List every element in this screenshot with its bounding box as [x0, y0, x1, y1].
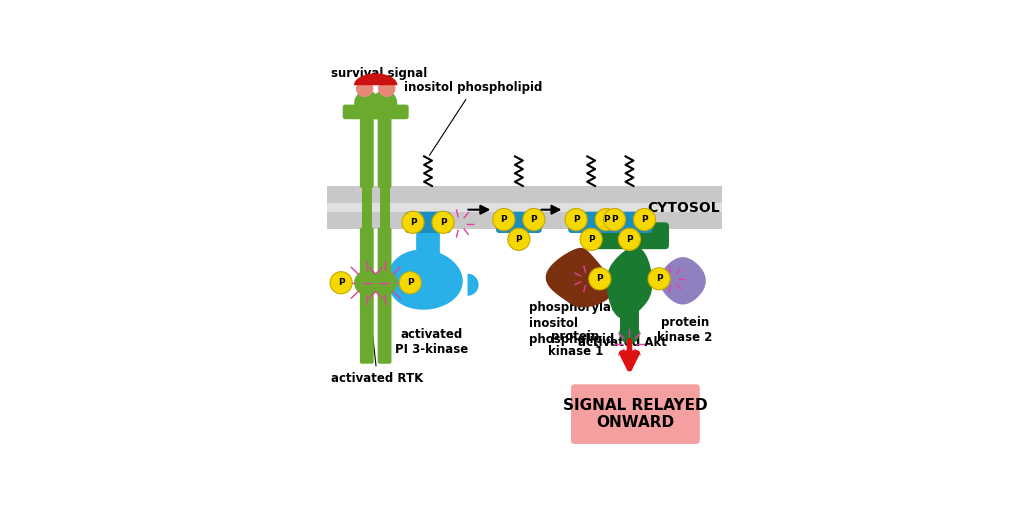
Polygon shape: [387, 250, 463, 310]
Text: activated
PI 3-kinase: activated PI 3-kinase: [395, 328, 469, 356]
Text: P: P: [641, 215, 648, 224]
Circle shape: [565, 208, 587, 231]
Polygon shape: [606, 247, 652, 319]
FancyBboxPatch shape: [496, 212, 542, 233]
Circle shape: [372, 270, 397, 295]
Circle shape: [354, 90, 380, 115]
Polygon shape: [546, 248, 613, 307]
Text: P: P: [572, 215, 580, 224]
Circle shape: [620, 323, 640, 344]
Circle shape: [595, 208, 617, 231]
Text: P: P: [407, 278, 414, 287]
Circle shape: [603, 208, 626, 231]
FancyBboxPatch shape: [606, 212, 652, 233]
Circle shape: [399, 272, 421, 294]
Circle shape: [378, 80, 395, 97]
Circle shape: [493, 208, 515, 231]
FancyBboxPatch shape: [406, 212, 451, 233]
FancyBboxPatch shape: [568, 212, 614, 233]
Circle shape: [523, 208, 545, 231]
FancyBboxPatch shape: [359, 227, 374, 364]
FancyBboxPatch shape: [343, 105, 391, 119]
FancyBboxPatch shape: [416, 226, 440, 262]
Polygon shape: [354, 73, 397, 85]
Circle shape: [330, 272, 352, 294]
Circle shape: [356, 80, 374, 97]
Polygon shape: [468, 273, 478, 296]
Text: CYTOSOL: CYTOSOL: [648, 201, 720, 215]
FancyBboxPatch shape: [620, 308, 639, 330]
Text: P: P: [439, 218, 446, 227]
Circle shape: [354, 270, 380, 295]
Text: protein
kinase 2: protein kinase 2: [657, 317, 713, 344]
Circle shape: [648, 268, 670, 290]
Circle shape: [634, 208, 655, 231]
Text: SIGNAL RELAYED
ONWARD: SIGNAL RELAYED ONWARD: [563, 398, 708, 430]
Text: P: P: [515, 235, 522, 244]
FancyBboxPatch shape: [571, 384, 699, 444]
FancyBboxPatch shape: [590, 222, 630, 249]
FancyBboxPatch shape: [360, 105, 409, 119]
FancyBboxPatch shape: [328, 203, 722, 212]
Polygon shape: [604, 279, 611, 294]
Text: inositol phospholipid: inositol phospholipid: [404, 81, 543, 155]
Text: P: P: [603, 215, 609, 224]
FancyBboxPatch shape: [630, 222, 669, 249]
Circle shape: [581, 228, 602, 250]
Text: P: P: [626, 235, 633, 244]
FancyBboxPatch shape: [359, 101, 374, 188]
Text: phosphorylated
inositol
phospholipid: phosphorylated inositol phospholipid: [528, 301, 633, 346]
Circle shape: [402, 211, 424, 233]
Circle shape: [372, 90, 397, 115]
Text: activated Akt: activated Akt: [579, 313, 667, 349]
FancyBboxPatch shape: [361, 186, 372, 229]
Circle shape: [432, 211, 454, 233]
Text: activated RTK: activated RTK: [331, 321, 424, 385]
Text: P: P: [611, 215, 617, 224]
Text: P: P: [338, 278, 344, 287]
Text: P: P: [410, 218, 417, 227]
Polygon shape: [659, 257, 706, 305]
Text: survival signal: survival signal: [331, 67, 427, 85]
Circle shape: [508, 228, 530, 250]
Text: P: P: [655, 274, 663, 283]
FancyBboxPatch shape: [328, 186, 722, 229]
Text: P: P: [530, 215, 538, 224]
Circle shape: [589, 268, 611, 290]
Text: protein
kinase 1: protein kinase 1: [548, 330, 603, 358]
FancyBboxPatch shape: [380, 186, 389, 229]
Text: P: P: [588, 235, 595, 244]
Text: P: P: [597, 274, 603, 283]
Circle shape: [618, 228, 641, 250]
FancyBboxPatch shape: [378, 227, 391, 364]
FancyBboxPatch shape: [378, 101, 391, 188]
Text: P: P: [501, 215, 507, 224]
